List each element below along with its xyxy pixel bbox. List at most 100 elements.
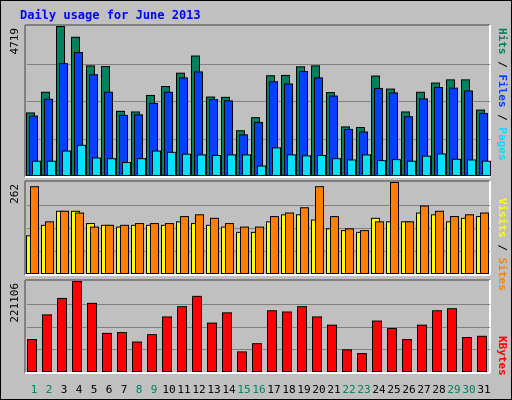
kbytes-bar: [477, 335, 487, 372]
kbytes-bar: [312, 316, 322, 372]
pages-bar: [332, 158, 341, 176]
pages-bar: [137, 158, 146, 176]
x-tick-label: 19: [297, 383, 310, 396]
panel-1-legend-separator: /: [496, 55, 509, 75]
sites-bar: [30, 186, 39, 275]
x-tick-label: 23: [357, 383, 370, 396]
pages-bar: [317, 155, 326, 177]
sites-bar: [480, 212, 489, 275]
kbytes-bar: [297, 306, 307, 372]
pages-bar: [422, 155, 431, 176]
sites-bar: [255, 226, 264, 274]
x-tick-label: 17: [267, 383, 280, 396]
pages-bar: [92, 157, 101, 176]
x-tick-label: 31: [477, 383, 490, 396]
x-tick-label: 1: [31, 383, 38, 396]
kbytes-bar: [207, 322, 217, 373]
sites-bar: [75, 212, 84, 275]
sites-bar: [450, 216, 459, 274]
sites-bar: [360, 230, 369, 275]
panel-2-legend-sites: Sites: [496, 258, 509, 291]
kbytes-bar: [327, 324, 337, 373]
panel-3-legend-kbytes: KBytes: [496, 336, 509, 376]
kbytes-bar: [102, 332, 112, 372]
x-tick-label: 8: [136, 383, 143, 396]
pages-bar: [167, 151, 176, 177]
x-tick-label: 15: [237, 383, 250, 396]
kbytes-bar: [417, 324, 427, 373]
x-tick-label: 22: [342, 383, 355, 396]
sites-bar: [90, 226, 99, 274]
panel-1-legend: Hits / Files / Pages: [496, 28, 509, 161]
kbytes-bar: [117, 332, 127, 372]
kbytes-bar: [267, 310, 277, 372]
kbytes-bar: [192, 295, 202, 372]
pages-bar: [362, 154, 371, 177]
kbytes-bar: [72, 281, 82, 372]
panel-2-legend-separator: /: [496, 238, 509, 258]
x-tick-label: 13: [207, 383, 220, 396]
x-tick-label: 6: [106, 383, 113, 396]
kbytes-bar: [372, 320, 382, 372]
panel-3-legend: KBytes: [496, 336, 509, 376]
pages-bar: [467, 159, 476, 176]
sites-bar: [270, 216, 279, 274]
sites-bar: [165, 223, 174, 274]
x-tick-label: 25: [387, 383, 400, 396]
pages-bar: [122, 162, 131, 177]
sites-bar: [45, 221, 54, 275]
pages-bar: [47, 160, 56, 176]
chart-title: Daily usage for June 2013: [20, 8, 201, 22]
kbytes-bar: [462, 337, 472, 373]
x-tick-label: 11: [177, 383, 190, 396]
kbytes-bar: [447, 308, 457, 372]
sites-bar: [120, 224, 129, 274]
panel-1-legend-files: Files: [496, 74, 509, 107]
y-max-label-kbytes: 221106: [8, 283, 21, 323]
kbytes-bar: [177, 306, 187, 372]
sites-bar: [420, 205, 429, 274]
y-max-label-hits: 4719: [8, 28, 21, 55]
kbytes-bar: [432, 310, 442, 372]
panel-2-legend-visits: Visits: [496, 198, 509, 238]
pages-bar: [242, 154, 251, 177]
x-tick-label: 18: [282, 383, 295, 396]
x-tick-label: 5: [91, 383, 98, 396]
sites-bar: [210, 217, 219, 274]
sites-bar: [180, 216, 189, 274]
x-tick-label: 29: [447, 383, 460, 396]
x-tick-label: 12: [192, 383, 205, 396]
x-tick-label: 9: [151, 383, 158, 396]
sites-bar: [435, 210, 444, 275]
kbytes-bar: [402, 339, 412, 372]
pages-bar: [347, 159, 356, 176]
kbytes-bar: [132, 341, 142, 372]
sites-bar: [150, 223, 159, 274]
x-tick-label: 14: [222, 383, 236, 396]
sites-bar: [465, 214, 474, 274]
panel-1-legend-hits: Hits: [496, 28, 509, 55]
x-tick-label: 21: [327, 383, 340, 396]
pages-bar: [302, 155, 311, 176]
sites-bar: [105, 224, 114, 274]
kbytes-bar: [357, 353, 367, 372]
pages-bar: [182, 153, 191, 177]
pages-bar: [272, 147, 281, 176]
panel-1-legend-pages: Pages: [496, 127, 509, 160]
sites-bar: [195, 214, 204, 274]
kbytes-bar: [282, 311, 292, 372]
pages-bar: [377, 160, 386, 176]
x-tick-label: 16: [252, 383, 265, 396]
pages-bar: [392, 159, 401, 177]
pages-bar: [197, 154, 206, 177]
pages-bar: [152, 150, 161, 176]
sites-bar: [300, 207, 309, 274]
pages-bar: [437, 153, 446, 176]
pages-bar: [62, 150, 71, 176]
kbytes-bar: [147, 334, 157, 372]
pages-bar: [107, 158, 116, 176]
sites-bar: [60, 210, 69, 275]
kbytes-bar: [387, 327, 397, 373]
